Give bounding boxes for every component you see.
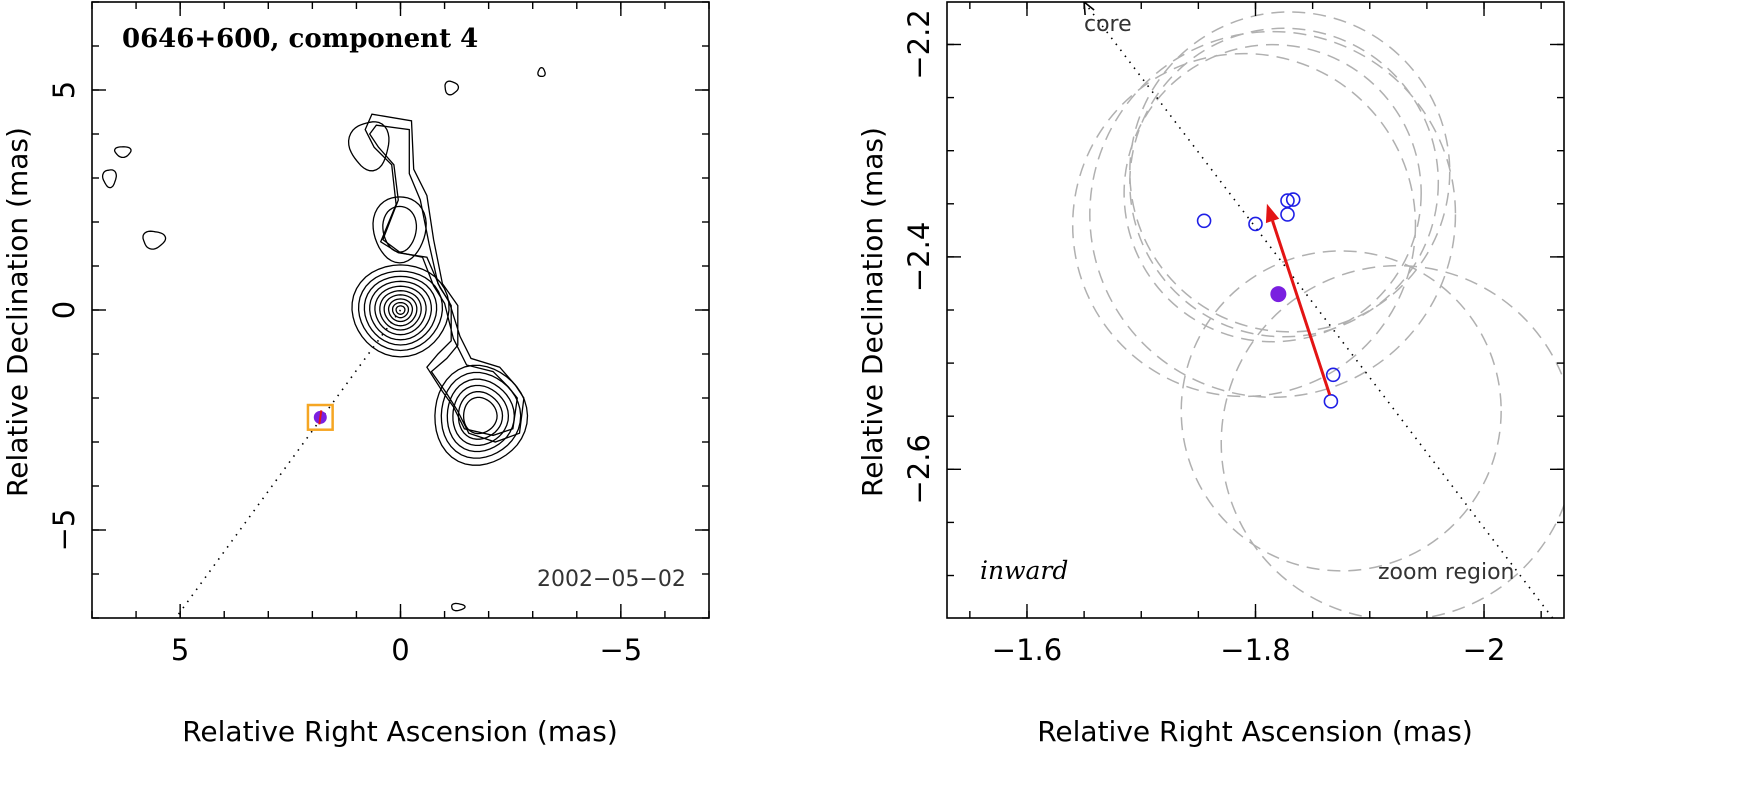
position-circle: [1280, 207, 1295, 222]
left-x-tick-label: −5: [599, 633, 642, 667]
inward-label: inward: [980, 556, 1068, 585]
contour-map: [101, 66, 546, 612]
velocity-arrow: [1265, 203, 1332, 396]
core-arrowhead: [1083, 1, 1095, 16]
left-plot-title: 0646+600, component 4: [122, 24, 478, 54]
contour-component-5: [457, 391, 504, 440]
error-circle: [1089, 30, 1457, 398]
contour-component-4: [452, 384, 510, 447]
contour-core-5: [374, 285, 427, 336]
right-plot-frame: [946, 1, 1565, 619]
contour-noise-1: [113, 146, 132, 159]
epoch-label: 2002−05−02: [537, 567, 686, 592]
right-x-axis-label: Relative Right Ascension (mas): [1037, 715, 1473, 748]
right-y-tick-label: −2.6: [902, 434, 936, 504]
contour-core-7: [383, 294, 418, 327]
contour-noise-5: [537, 66, 546, 78]
error-circles: [1071, 11, 1564, 618]
left-x-axis-label: Relative Right Ascension (mas): [182, 715, 618, 748]
position-circle: [1323, 394, 1339, 409]
contour-level-2: [368, 124, 518, 437]
contour-knot-1: [372, 196, 427, 264]
right-ticks: −1.6 −1.8 −2 −2.2 −2.4 −2.6: [902, 2, 1564, 667]
contour-component-1: [434, 364, 529, 466]
contour-core-3: [363, 275, 438, 346]
contour-noise-6: [451, 602, 466, 612]
component-arrow-mark: [318, 410, 323, 425]
left-y-tick-label: −5: [47, 509, 81, 552]
left-panel: 5 0 −5 5 0 −5 0646+600, component 4 2002−05−0…: [1, 1, 710, 748]
zoom-box: [306, 403, 334, 431]
jet-direction-line: [175, 309, 402, 619]
contour-core-1: [351, 264, 450, 358]
left-y-tick-label: 0: [47, 301, 81, 319]
velocity-arrow-shaft: [1271, 220, 1332, 396]
position-circle: [1196, 213, 1212, 229]
core-direction-line: [1083, 2, 1554, 618]
error-circle: [1129, 11, 1451, 333]
contour-noise-3: [142, 230, 167, 250]
error-circle: [1071, 52, 1417, 398]
left-y-tick-label: 5: [47, 81, 81, 99]
velocity-arrow-head: [1265, 203, 1280, 224]
right-x-tick-label: −1.6: [992, 633, 1062, 667]
contour-core-4: [369, 280, 433, 341]
contour-core-10: [395, 305, 406, 315]
position-circle: [1248, 216, 1263, 232]
error-circle: [1180, 250, 1502, 572]
position-circle: [1280, 193, 1295, 208]
contour-component-6: [462, 396, 498, 435]
position-markers: [1196, 192, 1341, 409]
contour-core-2: [357, 270, 444, 352]
contour-core-8: [387, 298, 414, 323]
left-x-tick-label: 0: [391, 633, 409, 667]
contour-component-2: [440, 371, 522, 459]
error-circle: [1220, 264, 1564, 618]
position-circle: [1285, 192, 1301, 207]
right-y-tick-label: −2.4: [902, 222, 936, 292]
right-x-tick-label: −1.8: [1220, 633, 1290, 667]
contour-level-1: [364, 113, 525, 443]
contour-core-6: [379, 290, 422, 331]
contour-noise-2: [101, 169, 117, 189]
contour-outer-knot: [347, 121, 390, 172]
contour-component-3: [446, 378, 515, 453]
core-label: core: [1084, 12, 1132, 37]
mean-position-dot: [1270, 286, 1287, 303]
left-ticks: 5 0 −5 5 0 −5: [47, 1, 710, 667]
component-marker: [306, 403, 334, 431]
right-y-tick-label: −2.2: [902, 9, 936, 79]
left-y-axis-label: Relative Declination (mas): [1, 127, 34, 497]
contour-noise-4: [444, 80, 460, 96]
left-x-tick-label: 5: [171, 633, 189, 667]
zoom-region-label: zoom region: [1378, 560, 1514, 585]
right-y-axis-label: Relative Declination (mas): [856, 127, 889, 497]
error-circle: [1123, 43, 1422, 343]
position-circle: [1325, 367, 1341, 383]
contour-knot-2: [382, 205, 418, 253]
right-panel: −1.6 −1.8 −2 −2.2 −2.4 −2.6 core inward zoom …: [856, 1, 1565, 748]
right-x-tick-label: −2: [1463, 633, 1506, 667]
